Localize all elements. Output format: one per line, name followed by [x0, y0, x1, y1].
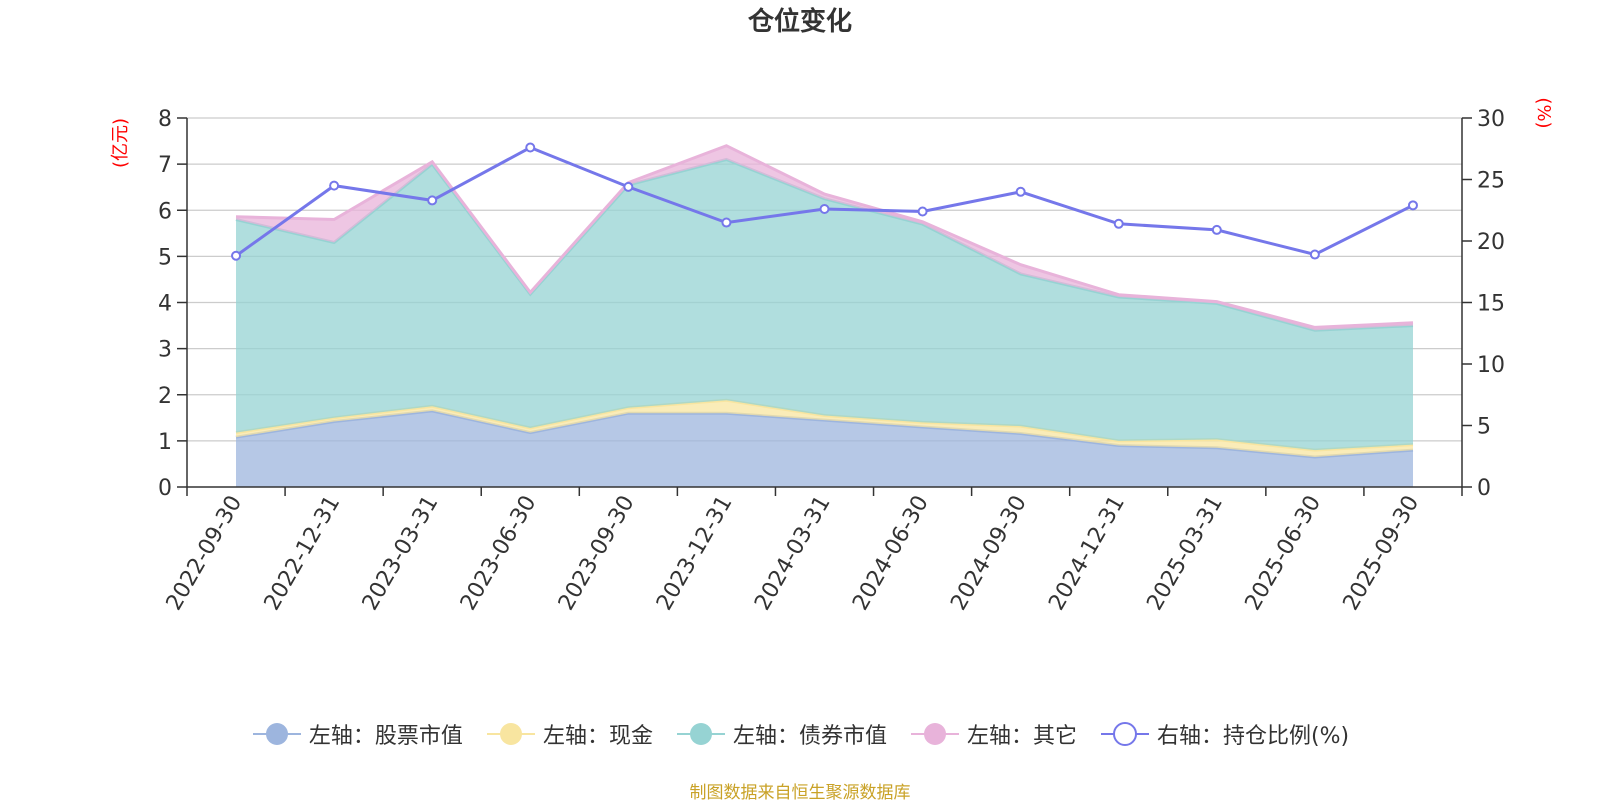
right-axis-tick-label: 0 [1477, 476, 1491, 501]
ratio-point[interactable] [1113, 218, 1124, 229]
ratio-point[interactable] [623, 181, 634, 192]
right-axis-tick-label: 25 [1477, 169, 1505, 194]
ratio-point[interactable] [721, 217, 732, 228]
x-axis-tick-label: 2024-12-31 [1044, 492, 1130, 615]
legend-label: 左轴：其它 [966, 724, 1077, 749]
right-axis-tick-label: 10 [1477, 353, 1505, 378]
line-series [231, 142, 1418, 261]
x-axis-tick-label: 2024-09-30 [946, 492, 1032, 615]
ratio-point[interactable] [525, 142, 536, 153]
right-axis-tick-label: 15 [1477, 292, 1505, 317]
x-axis-tick-label: 2025-06-30 [1241, 492, 1327, 615]
legend-label: 右轴：持仓比例(%) [1156, 724, 1350, 749]
ratio-point[interactable] [917, 206, 928, 217]
x-axis-tick-label: 2023-09-30 [554, 492, 640, 615]
legend-item-1[interactable]: 左轴：股票市值 [251, 718, 463, 750]
legend-swatch-icon [1100, 722, 1149, 746]
x-axis-tick-label: 2025-03-31 [1142, 492, 1228, 615]
right-axis-tick-label: 5 [1477, 415, 1491, 440]
legend-swatch-icon [252, 723, 301, 745]
left-axis-tick-label: 8 [158, 107, 172, 132]
chart: 0 1 2 3 4 5 6 7 8 0 5 10 15 20 25 30 2022-09-30 2022-12-3… [110, 97, 1554, 615]
x-axis-tick-label: 2025-09-30 [1339, 492, 1425, 615]
ratio-point[interactable] [1015, 186, 1026, 197]
legend-item-4[interactable]: 左轴：其它 [909, 718, 1077, 750]
ratio-point[interactable] [1407, 200, 1418, 211]
x-axis-tick-label: 2024-06-30 [848, 492, 934, 615]
left-axis-tick-label: 6 [158, 199, 172, 224]
right-axis-tick-label: 20 [1477, 230, 1505, 255]
legend-swatch-icon [486, 723, 535, 745]
right-axis-unit: (%) [1533, 97, 1554, 128]
ratio-point[interactable] [1211, 224, 1222, 235]
legend: 左轴：股票市值 左轴：现金 左轴：债券市值 左轴：其它 右轴：持仓比例(%) [0, 718, 1600, 750]
x-axis-tick-label: 2023-06-30 [456, 492, 542, 615]
legend-label: 左轴：债券市值 [732, 724, 887, 749]
ratio-point[interactable] [819, 204, 830, 215]
x-axis-tick-label: 2022-09-30 [162, 492, 248, 615]
ratio-point[interactable] [1309, 249, 1320, 260]
x-axis-tick-label: 2022-12-31 [260, 492, 346, 615]
left-axis-unit: (亿元) [110, 118, 131, 168]
left-axis-tick-label: 4 [158, 292, 172, 317]
chart-title: 仓位变化 [747, 7, 852, 37]
left-axis-tick-label: 1 [158, 430, 172, 455]
area-series [235, 144, 1414, 487]
legend-swatch-icon [676, 723, 725, 745]
area-series-edge-4 [235, 144, 1414, 329]
x-axis-tick-label: 2023-12-31 [652, 492, 738, 615]
legend-item-2[interactable]: 左轴：现金 [485, 718, 653, 750]
x-axis-tick-label: 2023-03-31 [358, 492, 444, 615]
ratio-point[interactable] [427, 195, 438, 206]
legend-label: 左轴：现金 [542, 724, 653, 749]
legend-item-3[interactable]: 左轴：债券市值 [675, 718, 887, 750]
left-axis-tick-label: 3 [158, 338, 172, 363]
legend-label: 左轴：股票市值 [308, 724, 463, 749]
area-series-2 [236, 400, 1413, 457]
ratio-point[interactable] [329, 180, 340, 191]
left-axis-tick-label: 7 [158, 153, 172, 178]
right-axis-tick-label: 30 [1477, 107, 1505, 132]
data-source-note: 制图数据来自恒生聚源数据库 [689, 783, 911, 803]
legend-item-5[interactable]: 右轴：持仓比例(%) [1099, 718, 1349, 750]
legend-swatch-icon [910, 723, 959, 745]
left-axis-tick-label: 5 [158, 245, 172, 270]
left-axis-tick-label: 2 [158, 384, 172, 409]
area-series-1 [236, 410, 1413, 487]
x-axis-tick-label: 2024-03-31 [750, 492, 836, 615]
left-axis-tick-label: 0 [158, 476, 172, 501]
area-series-3 [236, 159, 1413, 451]
ratio-point[interactable] [231, 250, 242, 261]
